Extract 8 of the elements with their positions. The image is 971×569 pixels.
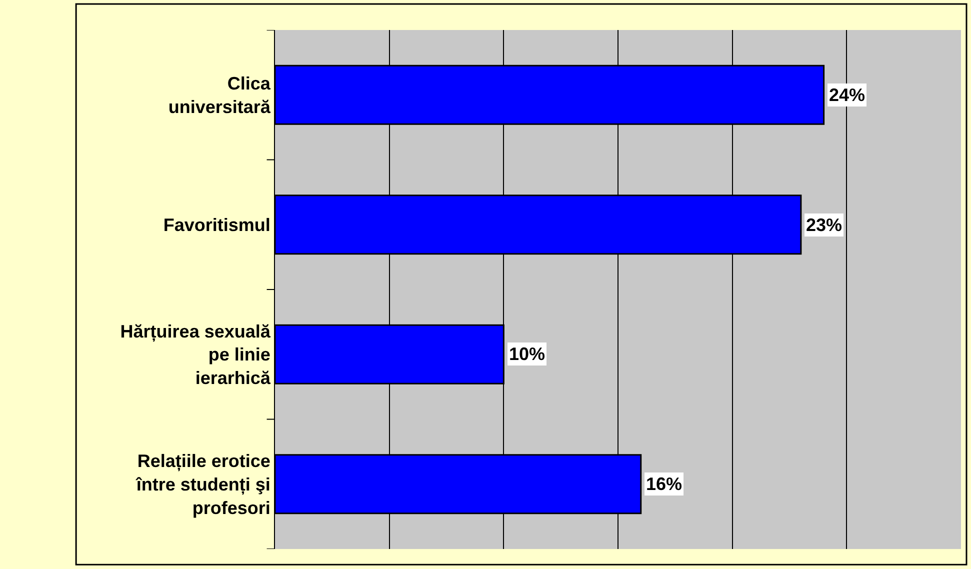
- data-label: 23%: [806, 215, 842, 235]
- data-label: 16%: [646, 474, 682, 494]
- y-tick-label: Hărțuirea sexuală pe linie ierarhică: [120, 321, 272, 388]
- data-label: 24%: [829, 85, 866, 105]
- y-tick-label: Favoritismul: [163, 214, 270, 235]
- y-tick-label: Clica universitară: [168, 73, 272, 117]
- y-tick-label: Relațiile erotice între studenți şi profesori: [135, 451, 270, 518]
- data-label: 10%: [509, 344, 546, 364]
